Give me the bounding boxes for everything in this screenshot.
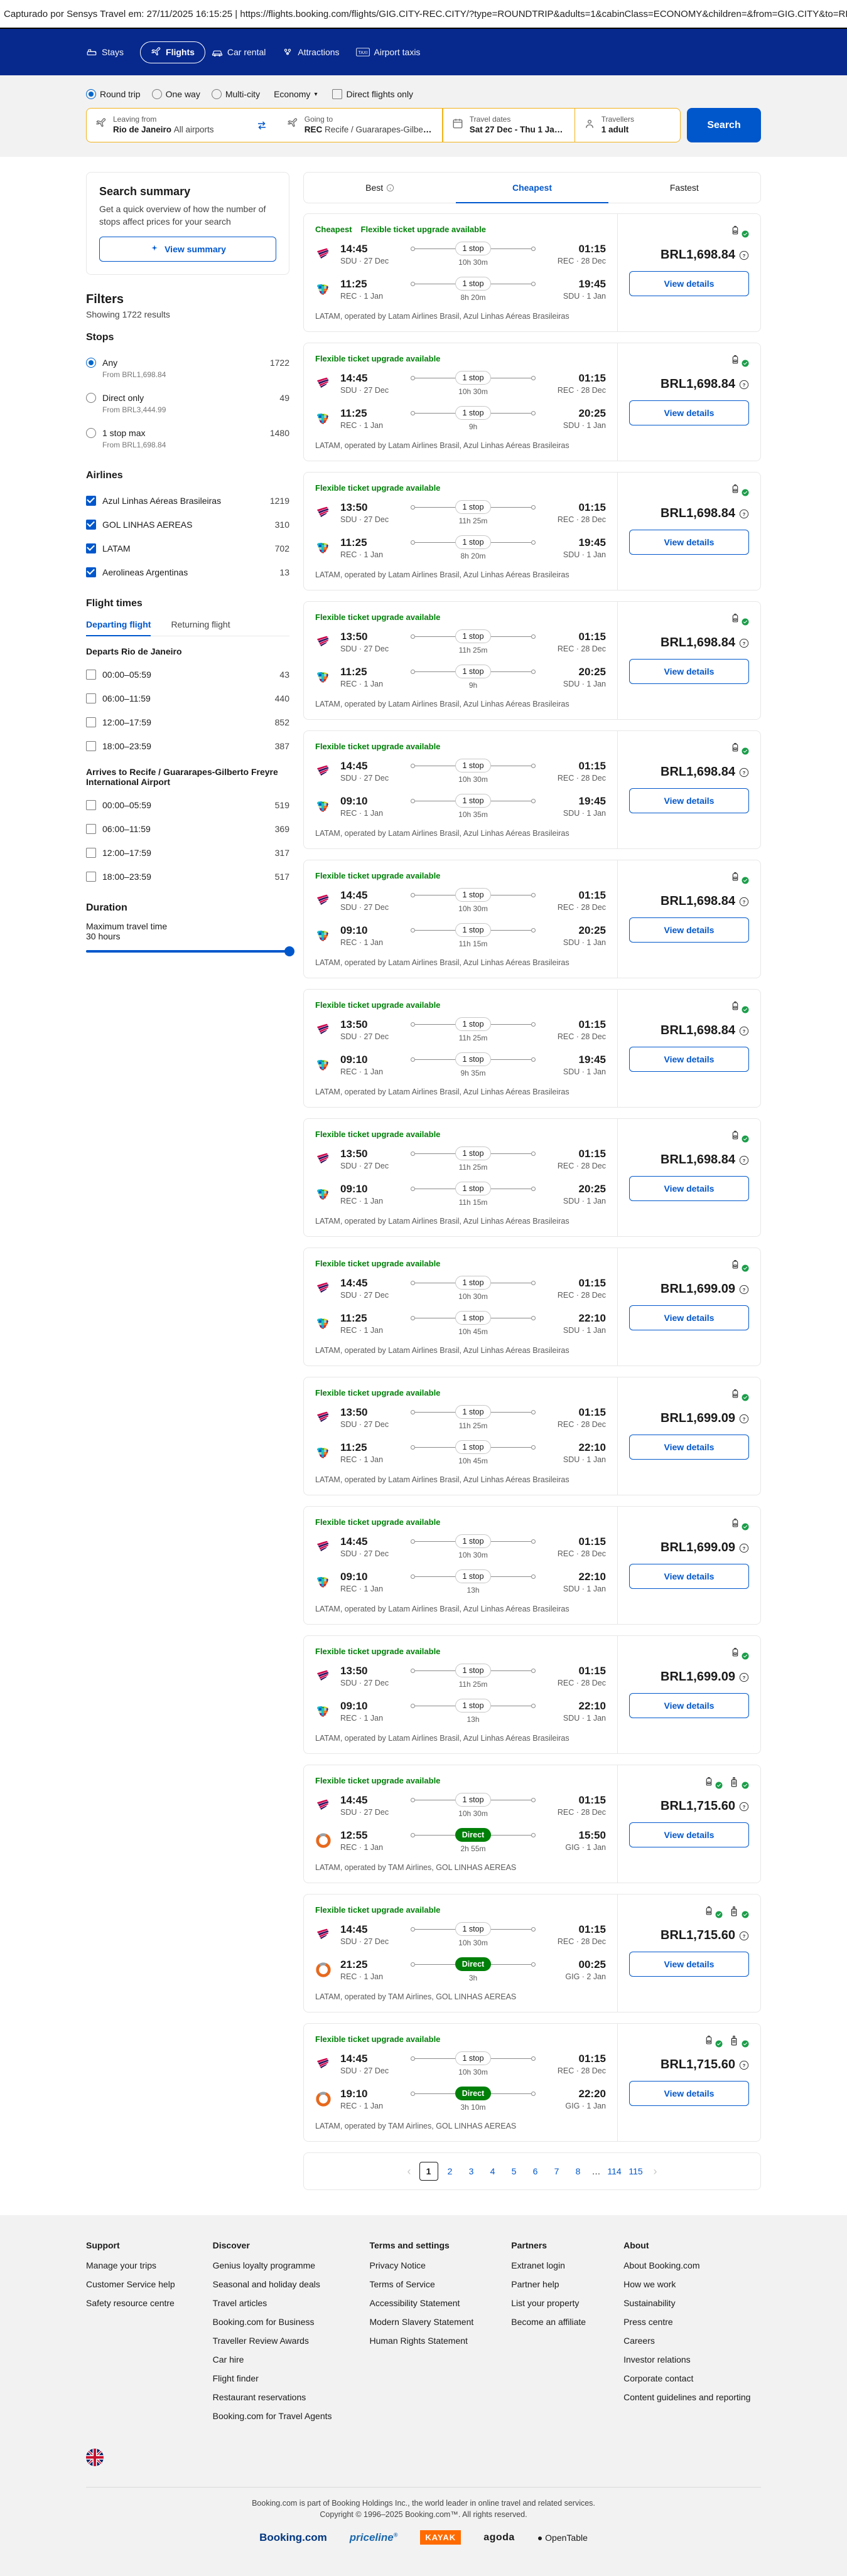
svg-text:TAXI: TAXI (358, 51, 367, 55)
